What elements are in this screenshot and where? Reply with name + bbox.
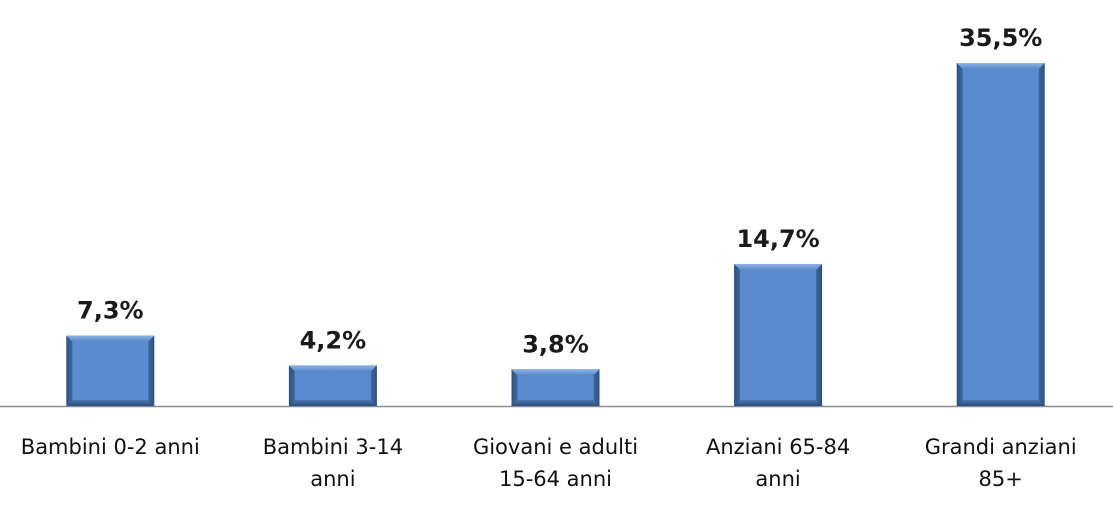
category-label: Bambini 0-2 anni: [21, 435, 200, 459]
category-label: Bambini 3-14 anni: [263, 435, 403, 491]
bar-bottom-bevel: [734, 400, 823, 406]
category-label-line: Bambini 3-14: [263, 435, 403, 459]
bar-3: [511, 369, 600, 406]
category-label-line: anni: [310, 467, 355, 491]
bar-face: [72, 341, 149, 400]
bars-group: [66, 63, 1045, 406]
bar-2: [288, 365, 377, 406]
category-label: Giovani e adulti 15-64 anni: [473, 435, 638, 491]
bar-1: [66, 335, 155, 406]
bar-face: [962, 69, 1039, 400]
category-label-line: Giovani e adulti: [473, 435, 638, 459]
category-label-line: 85+: [979, 467, 1023, 491]
bar-top-bevel: [956, 63, 1045, 69]
category-label: Grandi anziani 85+: [925, 435, 1077, 491]
bar-face: [517, 375, 594, 400]
bar-bottom-bevel: [511, 400, 600, 406]
bar-top-bevel: [734, 263, 823, 270]
data-label: 35,5%: [959, 24, 1042, 52]
bar-face: [740, 269, 817, 400]
bar-5: [956, 63, 1045, 406]
category-label-line: Bambini 0-2 anni: [21, 435, 200, 459]
data-label: 4,2%: [300, 326, 367, 354]
category-label-line: 15-64 anni: [499, 467, 612, 491]
bar-top-bevel: [66, 335, 155, 342]
data-label: 14,7%: [736, 225, 819, 253]
category-label-line: anni: [755, 467, 800, 491]
category-label-line: Anziani 65-84: [706, 435, 850, 459]
bar-bottom-bevel: [956, 400, 1045, 406]
bar-4: [734, 263, 823, 406]
bar-bottom-bevel: [66, 400, 155, 406]
bar-bottom-bevel: [288, 400, 377, 406]
category-label-line: Grandi anziani: [925, 435, 1077, 459]
data-label: 7,3%: [77, 296, 144, 324]
bar-face: [294, 371, 371, 400]
bar-top-bevel: [511, 369, 600, 376]
data-label: 3,8%: [522, 330, 589, 358]
labels-group: 7,3% Bambini 0-2 anni 4,2% Bambini 3-14 anni…: [21, 24, 1077, 491]
category-label: Anziani 65-84 anni: [706, 435, 850, 491]
bar-top-bevel: [288, 365, 377, 372]
